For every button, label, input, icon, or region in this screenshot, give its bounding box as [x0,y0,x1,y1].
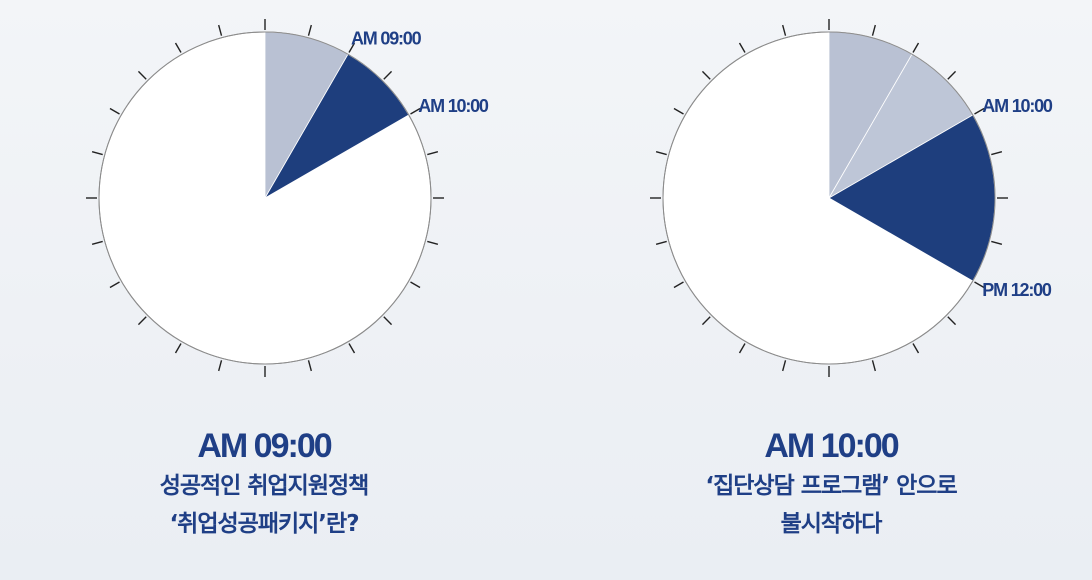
clock-tick-right-7 [991,240,1003,246]
clock-tick-left-17 [91,240,103,246]
clock-tick-right-21 [701,70,711,80]
panel-left-caption-line-2: ‘취업성공패키지’란? [169,511,359,537]
clock-tick-left-9 [383,316,393,326]
clock-tick-left-4 [410,107,421,115]
clock-rim-right [662,31,996,365]
clock-diagrams: AM 09:00 AM 10:00 AM 10:00 PM 12:00 [86,19,1054,377]
clock-tick-right-19 [655,150,667,156]
clock-tick-right-20 [673,107,684,115]
clock-left: AM 09:00 AM 10:00 [86,19,490,377]
clock-marker-label-right-1: PM 12:00 [982,280,1052,300]
clock-tick-left-3 [383,70,393,80]
clock-tick-right-4 [974,107,985,115]
clock-tick-right-9 [947,316,957,326]
clock-tick-right-17 [655,240,667,246]
clock-tick-left-7 [427,240,439,246]
clock-tick-right-2 [912,42,920,53]
clock-tick-left-13 [217,360,223,372]
clock-tick-right-14 [738,343,746,354]
clock-tick-left-21 [137,70,147,80]
clock-marker-label-left-1: AM 10:00 [418,96,489,116]
clock-tick-right-11 [871,360,877,372]
clock-marker-label-left-0: AM 09:00 [351,29,422,49]
clock-tick-left-23 [217,24,223,36]
panel-right-text: AM 10:00 ‘집단상담 프로그램’ 안으로 불시착하다 [571,426,1091,542]
panel-right-caption-line-2: 불시착하다 [780,511,883,537]
panel-left-caption-line-1: 성공적인 취업지원정책 [159,473,370,499]
clock-tick-right-5 [991,150,1003,156]
clock-tick-right-3 [947,70,957,80]
clock-tick-left-15 [137,316,147,326]
clock-tick-left-22 [174,42,182,53]
clock-tick-left-1 [307,24,313,36]
clock-tick-left-10 [348,343,356,354]
clock-tick-right-22 [738,42,746,53]
panel-left-text: AM 09:00 성공적인 취업지원정책 ‘취업성공패키지’란? [4,426,524,542]
clock-tick-right-8 [974,281,985,289]
clock-tick-left-2 [348,42,356,53]
clock-tick-left-11 [307,360,313,372]
clock-marker-label-right-0: AM 10:00 [982,96,1053,116]
panel-left-time-title: AM 09:00 [197,427,332,465]
clock-tick-right-16 [673,281,684,289]
clock-tick-left-20 [109,107,120,115]
panel-right-caption-line-1: ‘집단상담 프로그램’ 안으로 [705,473,957,499]
clock-right: AM 10:00 PM 12:00 [650,19,1054,377]
clock-tick-right-23 [781,24,787,36]
panel-right-time-title: AM 10:00 [764,427,899,465]
clock-tick-left-5 [427,150,439,156]
clock-rim-left [98,31,432,365]
clock-tick-left-19 [91,150,103,156]
clock-tick-right-13 [781,360,787,372]
clock-tick-left-8 [410,281,421,289]
clock-tick-right-10 [912,343,920,354]
clock-tick-left-14 [174,343,182,354]
clock-tick-left-16 [109,281,120,289]
clock-tick-right-15 [701,316,711,326]
clock-tick-right-1 [871,24,877,36]
